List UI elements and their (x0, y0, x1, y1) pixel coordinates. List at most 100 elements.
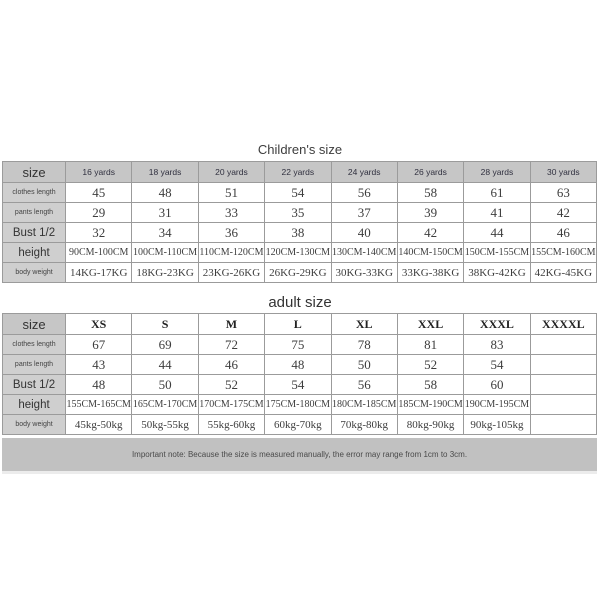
table-cell: 81 (396, 334, 465, 355)
table-cell: 45 (64, 182, 133, 203)
column-header: 18 yards (131, 161, 199, 183)
row-label: body weight (2, 262, 66, 283)
table-cell: 155CM-160CM (529, 242, 598, 263)
table-cell: 30KG-33KG (330, 262, 398, 283)
row-label: clothes length (2, 334, 66, 355)
table-cell: 180CM-185CM (330, 394, 398, 415)
adult-size-title: adult size (268, 294, 332, 311)
column-header: XL (330, 313, 398, 335)
column-header: M (197, 313, 266, 335)
table-cell: 23KG-26KG (197, 262, 266, 283)
table-cell: 150CM-155CM (463, 242, 531, 263)
table-cell: 40 (330, 222, 398, 243)
table-cell: 80kg-90kg (396, 414, 465, 435)
table-cell: 130CM-140CM (330, 242, 398, 263)
table-cell: 26KG-29KG (264, 262, 332, 283)
important-note-text: Important note: Because the size is meas… (131, 450, 468, 459)
column-header: 16 yards (64, 161, 133, 183)
table-cell: 36 (197, 222, 266, 243)
table-cell: 46 (197, 354, 266, 375)
table-cell: 190CM-195CM (463, 394, 531, 415)
table-cell: 78 (330, 334, 398, 355)
table-cell (529, 394, 598, 415)
table-cell: 100CM-110CM (131, 242, 199, 263)
table-row: Bust 1/2 32 34 36 38 40 42 44 46 (2, 222, 598, 243)
table-cell: 54 (463, 354, 531, 375)
table-cell: 58 (396, 374, 465, 395)
table-row: pants length 43 44 46 48 50 52 54 (2, 354, 598, 375)
table-row: height 155CM-165CM 165CM-170CM 170CM-175… (2, 394, 598, 415)
children-size-header-cell: size (2, 161, 66, 183)
table-cell: 42 (396, 222, 465, 243)
table-row: Bust 1/2 48 50 52 54 56 58 60 (2, 374, 598, 395)
column-header: S (131, 313, 199, 335)
table-cell: 48 (264, 354, 332, 375)
table-cell: 29 (64, 202, 133, 223)
table-cell: 56 (330, 182, 398, 203)
table-row: height 90CM-100CM 100CM-110CM 110CM-120C… (2, 242, 598, 263)
table-cell (529, 354, 598, 375)
children-size-title: Children's size (257, 142, 343, 157)
adult-size-table: size XS S M L XL XXL XXXL XXXXL clothes … (2, 313, 598, 435)
table-cell: 60kg-70kg (264, 414, 332, 435)
table-cell: 56 (330, 374, 398, 395)
table-cell: 39 (396, 202, 465, 223)
table-cell: 69 (131, 334, 199, 355)
table-cell: 185CM-190CM (396, 394, 465, 415)
table-cell: 35 (264, 202, 332, 223)
table-cell: 58 (396, 182, 465, 203)
table-cell: 75 (264, 334, 332, 355)
table-cell: 155CM-165CM (64, 394, 133, 415)
table-cell: 52 (396, 354, 465, 375)
row-label: Bust 1/2 (2, 222, 66, 243)
table-row: body weight 14KG-17KG 18KG-23KG 23KG-26K… (2, 262, 598, 283)
table-cell: 34 (131, 222, 199, 243)
adult-size-header-cell: size (2, 313, 66, 335)
table-cell: 44 (463, 222, 531, 243)
table-cell: 46 (529, 222, 598, 243)
column-header: XXXL (463, 313, 531, 335)
table-cell: 45kg-50kg (64, 414, 133, 435)
table-row: clothes length 67 69 72 75 78 81 83 (2, 334, 598, 355)
table-cell: 48 (64, 374, 133, 395)
row-label: pants length (2, 354, 66, 375)
table-cell: 32 (64, 222, 133, 243)
table-cell: 33 (197, 202, 266, 223)
table-cell (529, 374, 598, 395)
table-cell (529, 414, 598, 435)
table-cell: 90kg-105kg (463, 414, 531, 435)
table-cell: 61 (463, 182, 531, 203)
row-label: clothes length (2, 182, 66, 203)
table-cell: 50kg-55kg (131, 414, 199, 435)
children-header-row: size 16 yards 18 yards 20 yards 22 yards… (2, 161, 598, 183)
table-row: pants length 29 31 33 35 37 39 41 42 (2, 202, 598, 223)
column-header: L (264, 313, 332, 335)
table-cell: 44 (131, 354, 199, 375)
row-label: pants length (2, 202, 66, 223)
table-cell: 120CM-130CM (264, 242, 332, 263)
column-header: 24 yards (330, 161, 398, 183)
row-label: height (2, 242, 66, 263)
table-cell: 51 (197, 182, 266, 203)
table-cell: 63 (529, 182, 598, 203)
table-row: clothes length 45 48 51 54 56 58 61 63 (2, 182, 598, 203)
table-cell: 43 (64, 354, 133, 375)
table-cell: 54 (264, 182, 332, 203)
table-cell: 170CM-175CM (197, 394, 266, 415)
table-cell: 31 (131, 202, 199, 223)
row-label: body weight (2, 414, 66, 435)
table-cell: 54 (264, 374, 332, 395)
table-cell: 70kg-80kg (330, 414, 398, 435)
row-label: height (2, 394, 66, 415)
table-cell: 165CM-170CM (131, 394, 199, 415)
table-cell: 42 (529, 202, 598, 223)
table-cell: 72 (197, 334, 266, 355)
table-cell (529, 334, 598, 355)
table-cell: 38KG-42KG (463, 262, 531, 283)
column-header: XXXXL (529, 313, 598, 335)
table-cell: 175CM-180CM (264, 394, 332, 415)
row-label: Bust 1/2 (2, 374, 66, 395)
table-row: body weight 45kg-50kg 50kg-55kg 55kg-60k… (2, 414, 598, 435)
table-cell: 55kg-60kg (197, 414, 266, 435)
